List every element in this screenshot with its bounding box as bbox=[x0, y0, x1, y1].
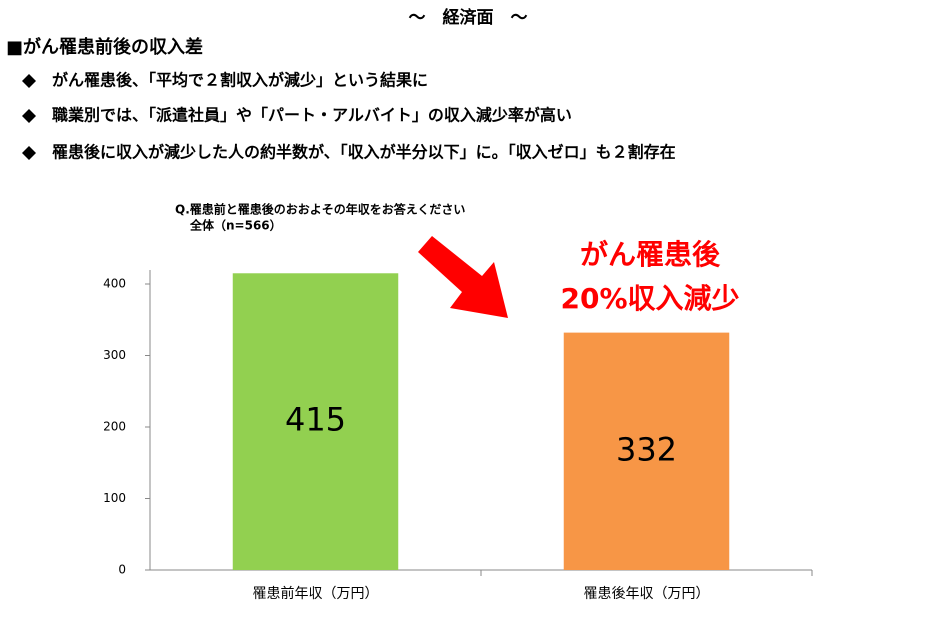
y-tick-label: 400 bbox=[103, 277, 126, 291]
chart-subtitle: 全体（n=566） bbox=[189, 218, 282, 233]
bullet-marker bbox=[22, 146, 36, 160]
value-label: 332 bbox=[616, 430, 677, 468]
bullet-text: がん罹患後、「平均で２割収入が減少」という結果に bbox=[52, 71, 428, 90]
x-tick-label: 罹患前年収（万円） bbox=[253, 585, 379, 602]
bullet-text: 罹患後に収入が減少した人の約半数が、「収入が半分以下」に。「収入ゼロ」も２割存在 bbox=[52, 143, 676, 162]
x-tick-label: 罹患後年収（万円） bbox=[584, 586, 710, 602]
bullet-text: 職業別では、「派遣社員」や「パート・アルバイト」の収入減少率が高い bbox=[52, 106, 572, 125]
chart-title: Q.罹患前と罹患後のおおよその年収をお答えください bbox=[175, 202, 465, 217]
annotation: がん罹患後 bbox=[580, 238, 721, 271]
y-tick-label: 200 bbox=[103, 420, 126, 434]
page-title: ～ 経済面 ～ bbox=[409, 7, 528, 28]
bullet-marker bbox=[22, 74, 36, 88]
section-heading: ■がん罹患前後の収入差 bbox=[6, 36, 203, 58]
y-tick-label: 100 bbox=[103, 491, 126, 505]
annotation: 20%収入減少 bbox=[560, 282, 739, 315]
value-label: 415 bbox=[285, 401, 346, 439]
y-tick-label: 0 bbox=[118, 563, 126, 577]
bar bbox=[563, 332, 730, 570]
arrow bbox=[418, 236, 508, 318]
bullet-marker bbox=[22, 109, 36, 123]
y-tick-label: 300 bbox=[103, 348, 126, 362]
bar bbox=[232, 273, 399, 570]
